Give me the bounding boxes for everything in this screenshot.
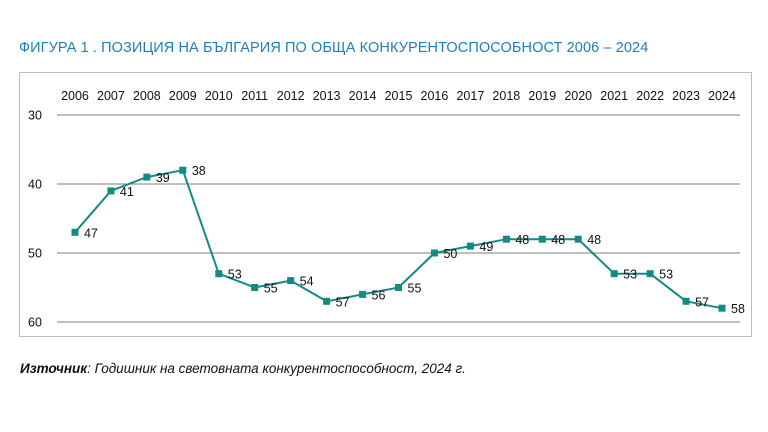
data-label: 48 [587,233,601,247]
data-label: 55 [408,282,422,296]
data-point-marker [610,270,618,278]
x-tick-label: 2017 [456,89,484,103]
data-point-marker [359,290,367,298]
data-point-marker [502,235,510,243]
data-point-marker [287,277,295,285]
data-label: 50 [443,247,457,261]
data-point-marker [395,284,402,291]
y-tick-label: 30 [28,109,42,123]
x-tick-label: 2014 [349,89,377,103]
data-label: 53 [659,268,673,282]
line-chart: 30 40 50 60 2006 2007 2008 2009 2010 2011 2012 2013… [28,89,745,330]
data-label: 39 [156,171,170,185]
data-point-marker [107,187,115,195]
x-tick-label: 2009 [169,89,197,103]
x-tick-label: 2020 [564,89,592,103]
x-tick-label: 2015 [385,89,413,103]
data-point-marker [71,228,79,236]
data-point-marker [574,235,582,243]
x-tick-label: 2016 [421,89,449,103]
chart-area: 30 40 50 60 2006 2007 2008 2009 2010 2011 2012 2013… [19,72,752,337]
x-tick-label: 2024 [708,89,736,103]
x-tick-label: 2010 [205,89,233,103]
y-tick-label: 40 [28,178,42,192]
source-text: : Годишник на световната конкурентоспосо… [87,361,466,376]
data-point-marker [682,297,690,305]
data-point-marker [538,235,546,243]
data-label: 53 [623,268,637,282]
data-label: 54 [300,275,314,289]
data-point-marker [646,270,654,278]
data-point-marker [215,270,223,278]
data-label: 57 [336,295,350,309]
data-label: 47 [84,226,98,240]
data-point-marker [323,297,331,305]
x-tick-label: 2021 [600,89,628,103]
data-point-marker [143,173,151,181]
data-label: 48 [551,233,565,247]
data-label: 57 [695,295,709,309]
y-tick-label: 50 [28,247,42,261]
data-label: 55 [264,282,278,296]
data-label: 49 [479,240,493,254]
data-label: 48 [515,233,529,247]
data-point-marker [251,284,259,291]
x-tick-label: 2007 [97,89,125,103]
x-tick-label: 2023 [672,89,700,103]
data-point-marker [466,242,474,250]
data-point-marker [179,166,187,174]
data-label: 53 [228,268,242,282]
x-tick-label: 2019 [528,89,556,103]
data-label: 58 [731,302,745,316]
data-point-marker [718,304,726,312]
x-tick-label: 2006 [61,89,89,103]
data-point-marker [430,249,438,257]
x-tick-label: 2011 [241,89,268,103]
source-note: Източник: Годишник на световната конкуре… [20,361,466,376]
data-label: 38 [192,164,206,178]
x-tick-label: 2018 [492,89,520,103]
x-tick-label: 2012 [277,89,305,103]
data-label: 41 [120,185,134,199]
source-label: Източник [20,361,88,376]
x-tick-label: 2013 [313,89,341,103]
x-tick-label: 2022 [636,89,664,103]
y-tick-label: 60 [28,316,42,330]
x-tick-label: 2008 [133,89,161,103]
chart-title: ФИГУРА 1 . ПОЗИЦИЯ НА БЪЛГАРИЯ ПО ОБЩА К… [19,40,649,56]
data-label: 56 [372,288,386,302]
